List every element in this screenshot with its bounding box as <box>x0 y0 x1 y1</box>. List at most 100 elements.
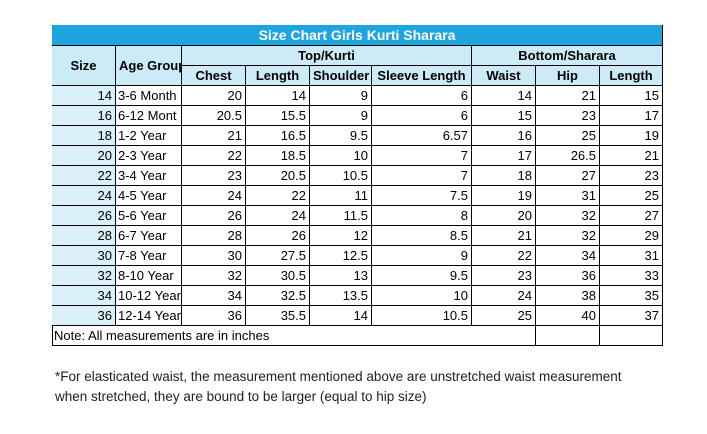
table-cell: 27 <box>536 166 600 186</box>
size-cell: 18 <box>52 126 116 146</box>
table-cell: 26.5 <box>536 146 600 166</box>
header-cell: Sleeve Length <box>372 66 472 86</box>
table-cell: 14 <box>310 306 372 326</box>
table-cell: 10 <box>310 146 372 166</box>
table-cell: 27 <box>600 206 663 226</box>
table-cell: 25 <box>472 306 536 326</box>
table-cell: 24 <box>182 186 246 206</box>
size-cell: 14 <box>52 86 116 106</box>
table-cell: 24 <box>246 206 310 226</box>
header-cell: Size <box>52 46 116 86</box>
table-cell: 32 <box>536 206 600 226</box>
table-cell: 23 <box>472 266 536 286</box>
table-cell: 13.5 <box>310 286 372 306</box>
table-cell: 15 <box>600 86 663 106</box>
table-cell: 9.5 <box>310 126 372 146</box>
table-cell: 18.5 <box>246 146 310 166</box>
size-cell: 24 <box>52 186 116 206</box>
table-cell: 32 <box>182 266 246 286</box>
table-cell: 26 <box>246 226 310 246</box>
table-cell: 6-12 Mont <box>116 106 182 126</box>
table-cell: 32.5 <box>246 286 310 306</box>
size-cell: 22 <box>52 166 116 186</box>
table-cell: 7 <box>372 166 472 186</box>
table-cell: 10 <box>372 286 472 306</box>
table-cell: 2-3 Year <box>116 146 182 166</box>
table-cell: 25 <box>600 186 663 206</box>
table-cell: 22 <box>246 186 310 206</box>
table-cell: 8-10 Year <box>116 266 182 286</box>
table-cell: 16.5 <box>246 126 310 146</box>
table-cell: 16 <box>472 126 536 146</box>
header-cell: Age Group <box>116 46 182 86</box>
table-cell: 36 <box>536 266 600 286</box>
table-cell: 6.57 <box>372 126 472 146</box>
table-cell: 34 <box>536 246 600 266</box>
table-cell: 12-14 Year <box>116 306 182 326</box>
footnote-line: *For elasticated waist, the measurement … <box>55 369 622 384</box>
size-cell: 30 <box>52 246 116 266</box>
table-cell: 10.5 <box>372 306 472 326</box>
size-cell: 36 <box>52 306 116 326</box>
table-cell: 17 <box>600 106 663 126</box>
size-cell: 20 <box>52 146 116 166</box>
header-cell: Shoulder <box>310 66 372 86</box>
table-cell: 17 <box>472 146 536 166</box>
table-cell: 13 <box>310 266 372 286</box>
table-cell: 15 <box>472 106 536 126</box>
header-cell: Length <box>600 66 663 86</box>
table-cell: 4-5 Year <box>116 186 182 206</box>
size-cell: 28 <box>52 226 116 246</box>
table-cell: 3-4 Year <box>116 166 182 186</box>
table-cell: 14 <box>472 86 536 106</box>
size-cell: 26 <box>52 206 116 226</box>
table-cell: 33 <box>600 266 663 286</box>
table-cell: 9 <box>310 106 372 126</box>
table-cell: 11.5 <box>310 206 372 226</box>
table-cell: 15.5 <box>246 106 310 126</box>
table-cell: 3-6 Month <box>116 86 182 106</box>
table-cell: 35 <box>600 286 663 306</box>
table-cell: 21 <box>600 146 663 166</box>
table-cell: 31 <box>536 186 600 206</box>
table-cell: 36 <box>182 306 246 326</box>
table-cell: 23 <box>600 166 663 186</box>
size-cell: 34 <box>52 286 116 306</box>
table-cell: 8 <box>372 206 472 226</box>
table-title: Size Chart Girls Kurti Sharara <box>52 25 663 46</box>
footnote-line: when stretched, they are bound to be lar… <box>55 389 427 404</box>
table-cell: 20.5 <box>246 166 310 186</box>
table-cell: 30.5 <box>246 266 310 286</box>
table-cell: 38 <box>536 286 600 306</box>
table-cell: 40 <box>536 306 600 326</box>
table-cell: 21 <box>182 126 246 146</box>
header-cell: Chest <box>182 66 246 86</box>
table-cell: 9 <box>372 246 472 266</box>
table-cell: 7 <box>372 146 472 166</box>
table-cell: 9.5 <box>372 266 472 286</box>
table-cell: 37 <box>600 306 663 326</box>
table-cell: 20 <box>472 206 536 226</box>
table-cell: 21 <box>472 226 536 246</box>
size-cell: 32 <box>52 266 116 286</box>
table-cell: 24 <box>472 286 536 306</box>
size-cell: 16 <box>52 106 116 126</box>
table-cell: 23 <box>536 106 600 126</box>
empty-cell <box>600 326 663 346</box>
table-cell: 29 <box>600 226 663 246</box>
table-cell: 10.5 <box>310 166 372 186</box>
table-cell: 8.5 <box>372 226 472 246</box>
table-cell: 28 <box>182 226 246 246</box>
table-cell: 26 <box>182 206 246 226</box>
header-group: Top/Kurti <box>182 46 472 66</box>
table-cell: 32 <box>536 226 600 246</box>
table-cell: 18 <box>472 166 536 186</box>
table-cell: 21 <box>536 86 600 106</box>
table-cell: 25 <box>536 126 600 146</box>
header-cell: Waist <box>472 66 536 86</box>
table-cell: 6 <box>372 106 472 126</box>
table-cell: 35.5 <box>246 306 310 326</box>
table-cell: 6-7 Year <box>116 226 182 246</box>
table-cell: 20.5 <box>182 106 246 126</box>
